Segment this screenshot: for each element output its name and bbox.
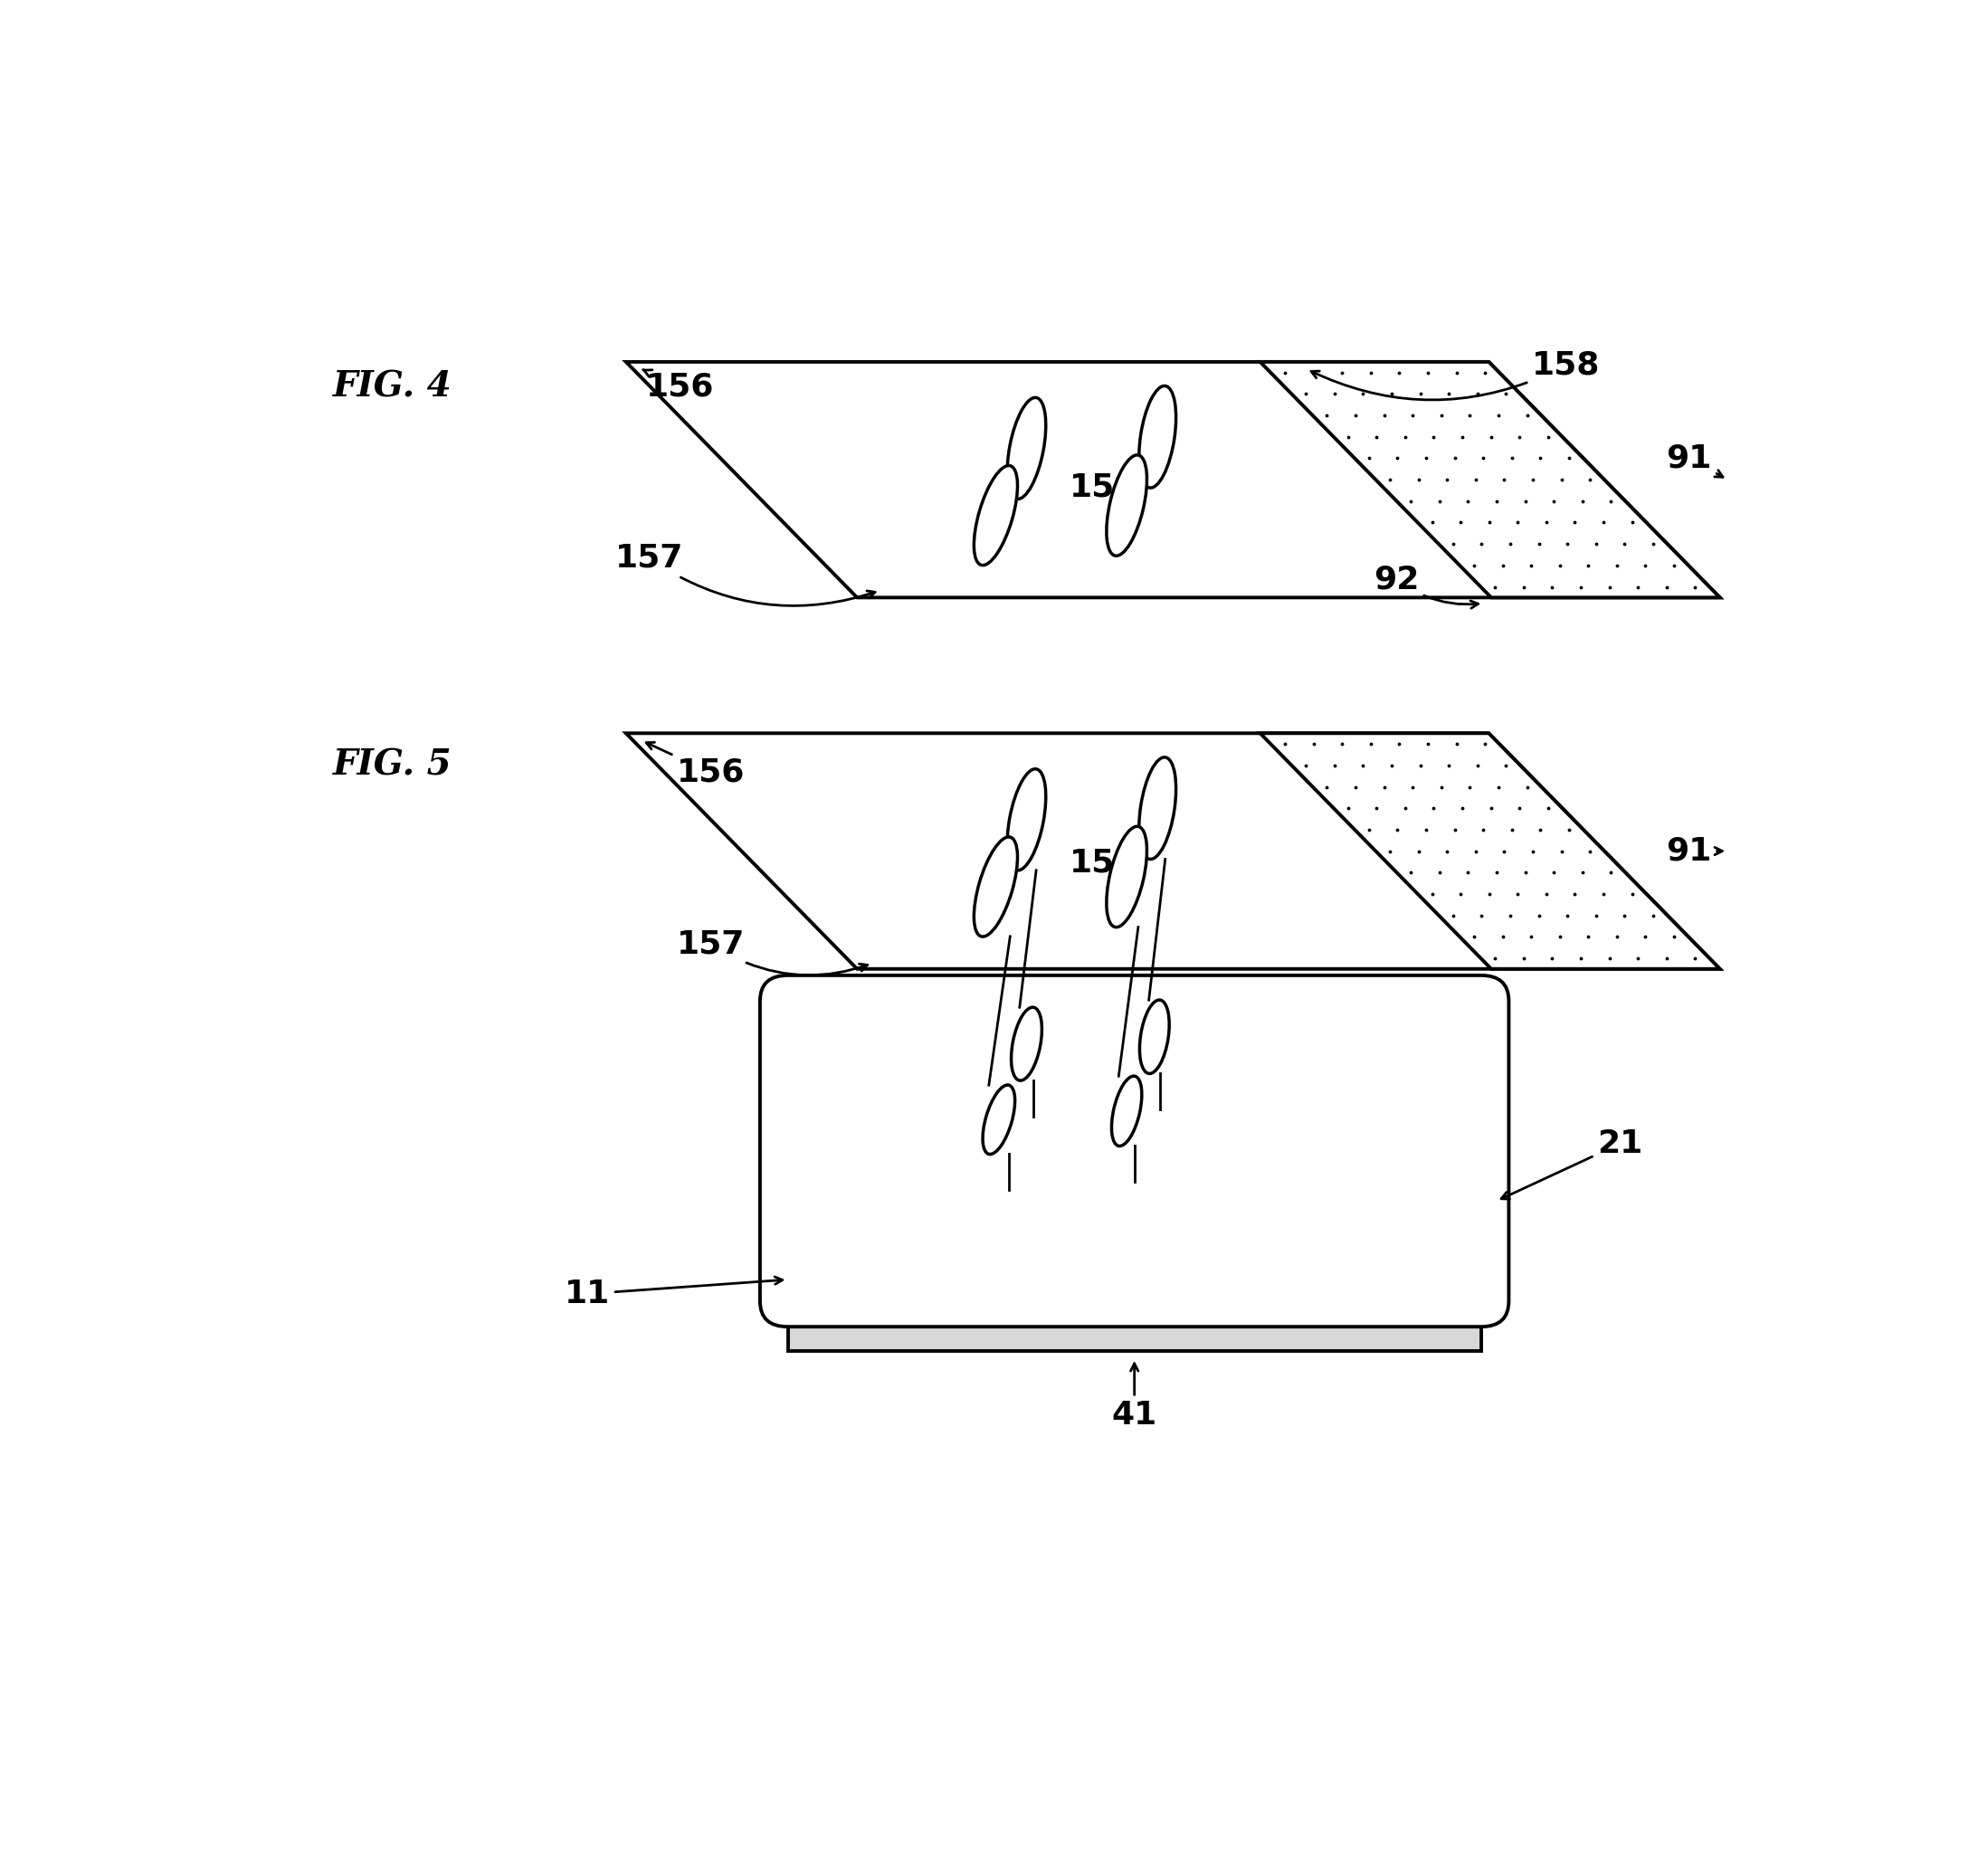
Text: 159: 159 <box>1070 471 1137 503</box>
Text: 11: 11 <box>565 1276 783 1310</box>
Text: FIG. 4: FIG. 4 <box>334 369 453 404</box>
Ellipse shape <box>1008 770 1046 870</box>
Ellipse shape <box>1139 386 1177 488</box>
Text: 92: 92 <box>1374 564 1479 608</box>
Ellipse shape <box>974 837 1018 937</box>
Ellipse shape <box>1012 1007 1042 1081</box>
Ellipse shape <box>1139 1000 1169 1074</box>
Ellipse shape <box>982 1085 1016 1154</box>
Text: 16: 16 <box>1081 1091 1127 1120</box>
Text: 156: 156 <box>646 742 746 788</box>
Text: 91: 91 <box>1666 443 1724 477</box>
Polygon shape <box>626 733 1720 968</box>
Ellipse shape <box>1111 1076 1141 1146</box>
Polygon shape <box>1260 733 1720 968</box>
Text: 157: 157 <box>676 929 867 976</box>
Text: 91: 91 <box>1666 837 1722 866</box>
Text: 156: 156 <box>642 369 714 403</box>
Polygon shape <box>1260 362 1720 597</box>
Ellipse shape <box>1139 757 1177 859</box>
FancyBboxPatch shape <box>759 976 1509 1326</box>
Polygon shape <box>787 1300 1481 1350</box>
Text: 158: 158 <box>1312 351 1600 401</box>
Text: 159: 159 <box>1070 848 1137 877</box>
Text: 21: 21 <box>1501 1128 1642 1198</box>
Ellipse shape <box>1107 454 1147 556</box>
Ellipse shape <box>1008 397 1046 499</box>
Text: 157: 157 <box>614 544 875 607</box>
Ellipse shape <box>1107 825 1147 928</box>
Polygon shape <box>626 362 1720 597</box>
Text: 41: 41 <box>1111 1363 1157 1430</box>
Text: FIG. 5: FIG. 5 <box>334 748 453 783</box>
Ellipse shape <box>974 466 1018 566</box>
